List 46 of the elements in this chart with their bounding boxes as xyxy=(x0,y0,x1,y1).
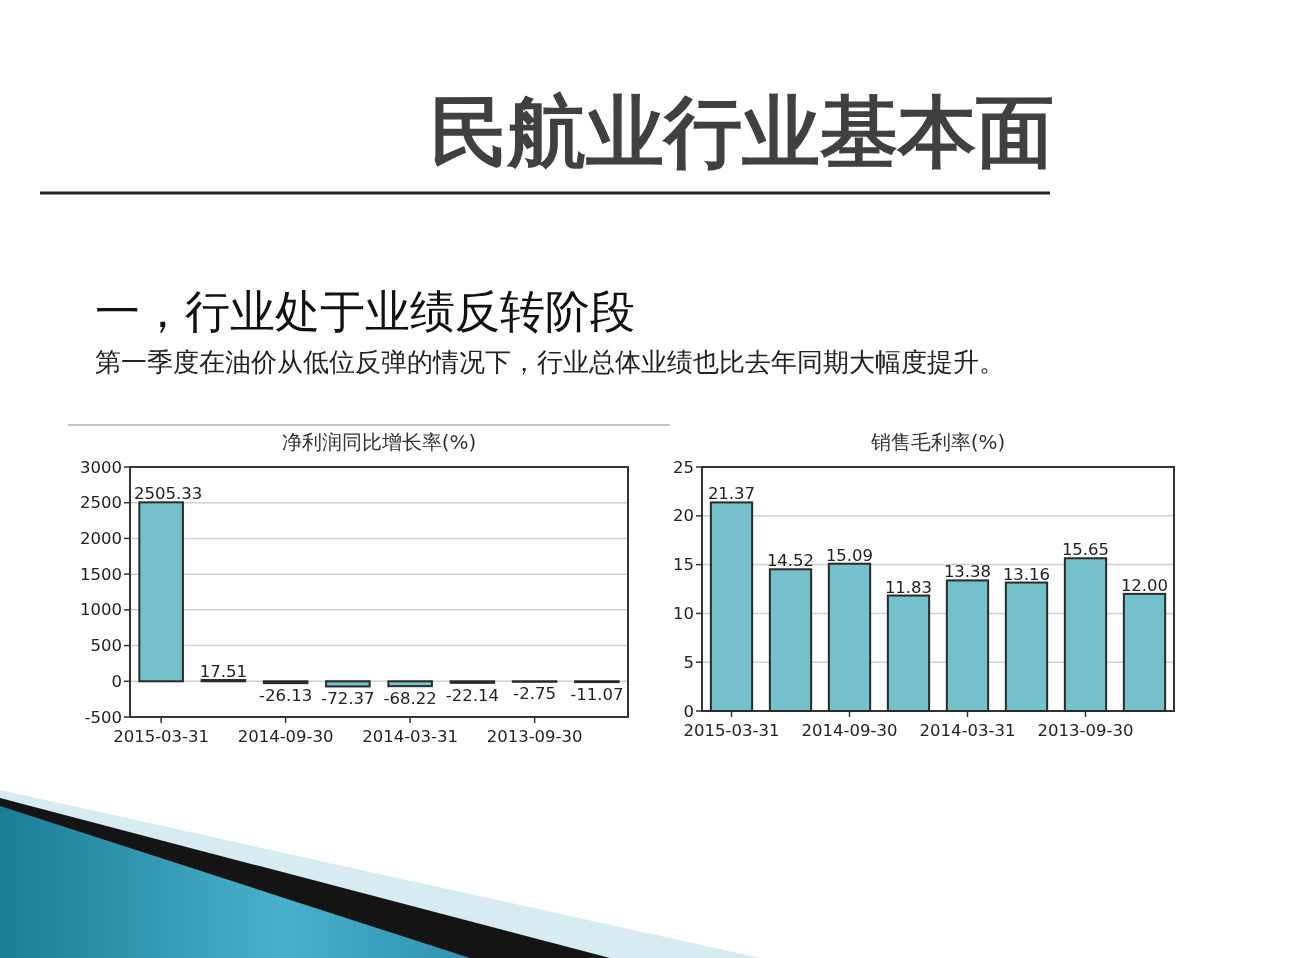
y-tick-label: 0 xyxy=(111,671,122,691)
x-tick-label: 2014-09-30 xyxy=(237,727,334,746)
y-tick-label: 1000 xyxy=(80,600,122,620)
bar xyxy=(138,501,184,683)
data-label: 13.16 xyxy=(1002,564,1051,584)
data-label: 2505.33 xyxy=(134,484,203,504)
y-tick-label: 1500 xyxy=(80,564,122,584)
chart-title: 净利润同比增长率(%) xyxy=(281,430,477,454)
y-tick-label: 0 xyxy=(683,701,694,721)
data-label: -22.14 xyxy=(445,685,499,705)
data-label: 15.09 xyxy=(825,545,874,565)
x-tick-label: 2013-09-30 xyxy=(1037,721,1134,740)
data-label: 12.00 xyxy=(1120,575,1169,595)
y-tick-label: 10 xyxy=(673,603,694,623)
data-label: 17.51 xyxy=(199,662,247,682)
data-label: -26.13 xyxy=(259,686,313,706)
y-tick-label: 20 xyxy=(673,506,694,526)
y-tick-label: 2500 xyxy=(80,493,122,513)
y-tick-label: 500 xyxy=(90,636,122,656)
y-tick-label: 2000 xyxy=(80,528,122,548)
text: 一，行业处于业绩反转阶段 xyxy=(95,284,635,338)
y-tick-label: 15 xyxy=(673,555,694,575)
y-tick-label: 25 xyxy=(673,457,694,477)
text: 第一季度在油价从低位反弹的情况下，行业总体业绩也比去年同期大幅度提升。 xyxy=(95,347,1005,377)
data-label: -11.07 xyxy=(570,685,624,705)
y-tick-label: 5 xyxy=(683,652,694,672)
y-tick-label: -500 xyxy=(84,707,122,727)
data-label: 14.52 xyxy=(766,551,815,571)
x-tick-label: 2013-09-30 xyxy=(486,727,583,746)
data-label: 21.37 xyxy=(707,484,756,504)
bar xyxy=(387,680,433,688)
data-label: -72.37 xyxy=(321,689,375,709)
data-label: 15.65 xyxy=(1061,540,1110,560)
x-tick-label: 2014-03-31 xyxy=(919,721,1016,740)
x-tick-label: 2014-09-30 xyxy=(801,721,898,740)
y-tick-label: 3000 xyxy=(80,457,122,477)
x-tick-label: 2014-03-31 xyxy=(362,727,459,746)
data-label: 13.38 xyxy=(943,562,992,582)
text: 民航业行业基本面 xyxy=(430,87,1054,177)
data-label: 11.83 xyxy=(884,577,933,597)
data-label: -68.22 xyxy=(383,689,437,709)
data-label: -2.75 xyxy=(513,684,556,704)
chart-title: 销售毛利率(%) xyxy=(869,430,1006,454)
x-tick-label: 2015-03-31 xyxy=(113,727,210,746)
x-tick-label: 2015-03-31 xyxy=(683,721,780,740)
bar xyxy=(325,680,371,688)
